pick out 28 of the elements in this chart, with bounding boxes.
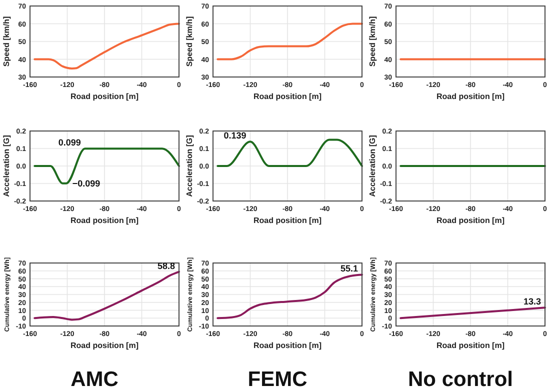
x-axis-title: Road position [m]: [70, 216, 139, 225]
annotation: 55.1: [340, 264, 358, 274]
annotation: 58.8: [157, 260, 175, 271]
text: AMC: [70, 368, 118, 391]
line-series: [216, 274, 363, 320]
x-axis-title: Road position [m]: [436, 216, 505, 225]
x-axis-title: Road position [m]: [436, 92, 505, 101]
line-series: [216, 22, 363, 60]
x-axis-title: Road position [m]: [254, 216, 322, 225]
text: FEMC: [248, 368, 308, 391]
x-axis-title: Road position [m]: [254, 341, 322, 350]
line-series: [34, 270, 180, 321]
y-axis-title: Speed [km/h]: [185, 16, 194, 67]
annotation: 0.139: [224, 130, 246, 141]
x-axis-title: Road position [m]: [70, 92, 139, 101]
y-axis-title: Acceleration [G]: [368, 134, 377, 197]
annotation: 0.099: [58, 138, 81, 148]
annotation: 13.3: [523, 296, 541, 307]
x-axis-title: Road position [m]: [70, 341, 139, 350]
y-axis-title: Speed [km/h]: [368, 16, 377, 67]
x-axis-title: Road position [m]: [436, 341, 505, 350]
line-series: [34, 22, 180, 70]
y-axis-title: Acceleration [G]: [185, 134, 194, 197]
annotation: −0.099: [72, 178, 100, 188]
text: No control: [408, 368, 513, 391]
x-axis-title: Road position [m]: [254, 92, 322, 101]
y-axis-title: Speed [km/h]: [2, 16, 11, 67]
y-axis-title: Acceleration [G]: [2, 134, 11, 197]
